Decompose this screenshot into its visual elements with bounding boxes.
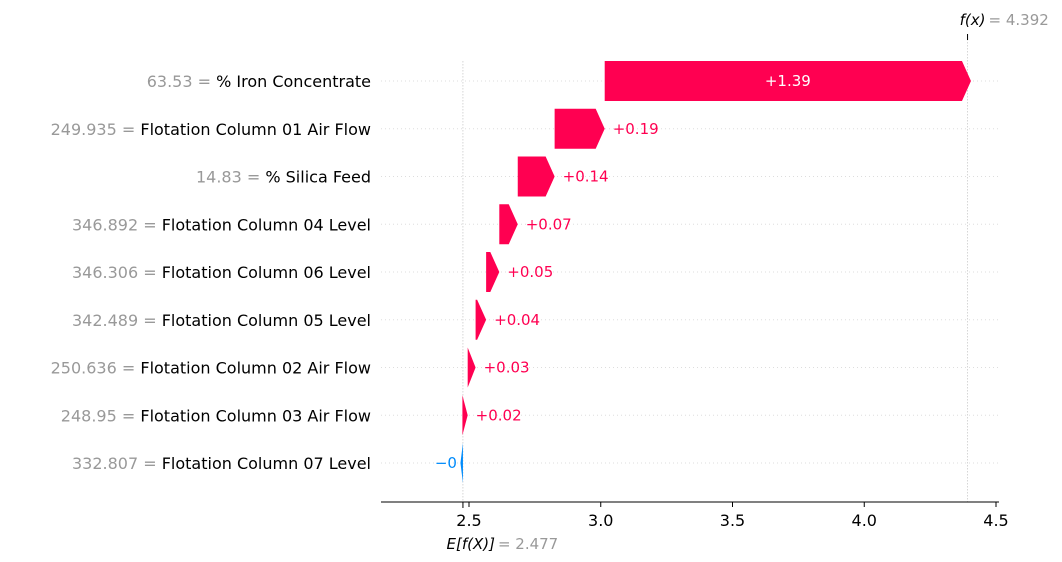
contribution-label: −0 [435, 454, 457, 472]
feature-label: 14.83 = % Silica Feed [196, 168, 371, 187]
feature-label: 248.95 = Flotation Column 03 Air Flow [61, 406, 371, 425]
feature-value: 346.892 = [72, 215, 162, 234]
feature-value: 249.935 = [51, 120, 141, 139]
feature-value: 346.306 = [72, 263, 162, 282]
waterfall-bar [486, 252, 500, 292]
feature-name: Flotation Column 01 Air Flow [140, 120, 371, 139]
contribution-label: +0.14 [563, 168, 609, 186]
waterfall-bar [604, 61, 971, 101]
x-tick-label: 3.5 [720, 511, 745, 530]
waterfall-bar [475, 299, 487, 340]
contribution-label: +0.19 [613, 120, 659, 138]
waterfall-bar [467, 347, 476, 388]
feature-name: Flotation Column 07 Level [162, 454, 371, 473]
feature-label: 342.489 = Flotation Column 05 Level [72, 311, 371, 330]
feature-value: 248.95 = [61, 406, 141, 425]
final-value-label: f(x) [960, 11, 986, 29]
feature-label: 332.807 = Flotation Column 07 Level [72, 454, 371, 473]
feature-name: Flotation Column 03 Air Flow [140, 406, 371, 425]
x-tick-label: 2.5 [456, 511, 481, 530]
x-tick-label: 4.5 [983, 511, 1008, 530]
base-value-label: E[f(X)] [446, 535, 495, 553]
x-tick-label: 4.0 [852, 511, 877, 530]
feature-value: 14.83 = [196, 168, 265, 187]
waterfall-bar [517, 156, 555, 197]
feature-label: 63.53 = % Iron Concentrate [147, 72, 371, 91]
feature-label: 249.935 = Flotation Column 01 Air Flow [51, 120, 371, 139]
waterfall-bar [460, 443, 463, 483]
x-axis: 2.5 3.0 3.5 4.0 4.5 [381, 501, 1009, 530]
contribution-label: +0.03 [484, 359, 530, 377]
contribution-label: +0.02 [476, 406, 522, 424]
feature-name: Flotation Column 05 Level [162, 311, 371, 330]
grid-layer [381, 80, 999, 464]
feature-value: 250.636 = [51, 359, 141, 378]
feature-label: 346.306 = Flotation Column 06 Level [72, 263, 371, 282]
contribution-label: +0.05 [507, 263, 553, 281]
feature-name: % Iron Concentrate [216, 72, 371, 91]
waterfall-bar [462, 395, 468, 436]
bars-layer: +1.39 +0.19 +0.14 +0.07 +0.05 +0.04 +0.03 +0.02… [435, 61, 971, 483]
final-value-text: = 4.392 [989, 11, 1049, 29]
feature-name: Flotation Column 06 Level [162, 263, 371, 282]
contribution-label: +0.04 [494, 311, 540, 329]
feature-name: % Silica Feed [265, 168, 371, 187]
feature-name: Flotation Column 04 Level [162, 215, 371, 234]
feature-label: 250.636 = Flotation Column 02 Air Flow [51, 359, 371, 378]
annotations-layer: E[f(X)] = 2.477 f(x) = 4.392 [446, 11, 1048, 553]
feature-label: 346.892 = Flotation Column 04 Level [72, 215, 371, 234]
feature-value: 63.53 = [147, 72, 216, 91]
waterfall-bar [554, 108, 605, 149]
contribution-label: +0.07 [526, 215, 572, 233]
feature-value: 332.807 = [72, 454, 162, 473]
waterfall-bar [499, 204, 518, 245]
feature-name: Flotation Column 02 Air Flow [140, 359, 371, 378]
x-tick-label: 3.0 [588, 511, 613, 530]
feature-value: 342.489 = [72, 311, 162, 330]
base-value-text: = 2.477 [498, 535, 558, 553]
contribution-label: +1.39 [765, 72, 811, 90]
feature-labels-layer: 63.53 = % Iron Concentrate 249.935 = Flot… [51, 72, 371, 473]
